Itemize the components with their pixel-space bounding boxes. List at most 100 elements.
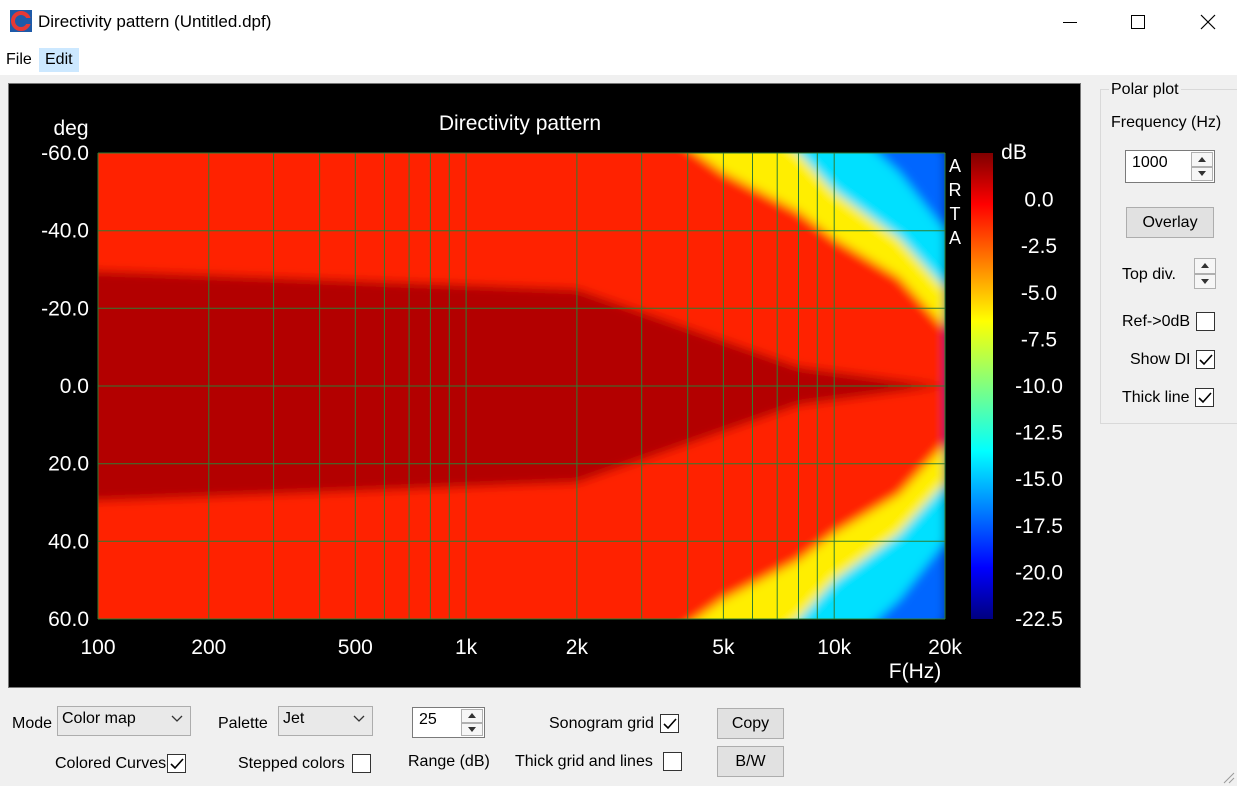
arrow-up-icon	[1201, 263, 1209, 269]
thick-grid-label: Thick grid and lines	[515, 753, 653, 770]
top-div-up-button[interactable]	[1194, 258, 1216, 274]
range-down-button[interactable]	[461, 722, 483, 736]
x-tick-label: 20k	[928, 636, 962, 659]
checkmark-icon	[169, 757, 184, 769]
checkmark-icon	[1197, 391, 1212, 403]
top-div-spinner[interactable]	[1194, 258, 1216, 289]
y-tick-label: 60.0	[48, 608, 89, 631]
checkmark-icon	[662, 717, 677, 729]
maximize-button[interactable]	[1103, 0, 1173, 44]
colored-curves-checkbox[interactable]	[167, 754, 186, 773]
grid-lines	[97, 152, 946, 620]
top-div-down-button[interactable]	[1194, 273, 1216, 289]
minimize-icon	[1063, 22, 1077, 23]
stepped-colors-checkbox[interactable]	[352, 754, 371, 773]
window-title: Directivity pattern (Untitled.dpf)	[38, 12, 272, 31]
y-tick-label: 20.0	[48, 453, 89, 476]
x-tick-label: 1k	[455, 636, 478, 659]
bw-button[interactable]: B/W	[717, 746, 784, 777]
axis-labels: 100 200 500 1k 2k 5k 10k 20k -60.0 -40.0 -20.0 0.0 2…	[41, 142, 962, 659]
maximize-icon	[1131, 15, 1145, 29]
colorbar-ticks: 0.0 -2.5 -5.0 -7.5 -10.0 -12.5 -15.0 -17.5 -20.0…	[1015, 189, 1063, 631]
checkmark-icon	[1198, 353, 1213, 365]
directivity-chart: 100 200 500 1k 2k 5k 10k 20k -60.0 -40.0 -20.0 0.0 2…	[41, 112, 1063, 683]
y-axis-label: deg	[53, 117, 88, 140]
frequency-spinner[interactable]: 1000	[1125, 150, 1215, 183]
polar-plot-label: Polar plot	[1109, 81, 1181, 99]
x-tick-label: 10k	[817, 636, 851, 659]
colored-curves-label: Colored Curves	[55, 755, 167, 772]
menu-edit[interactable]: Edit	[39, 48, 79, 72]
y-tick-label: -40.0	[41, 220, 89, 243]
arrow-down-icon	[468, 726, 476, 732]
ref-0db-checkbox[interactable]	[1196, 312, 1215, 331]
sonogram-grid-checkbox[interactable]	[660, 714, 679, 733]
mode-label: Mode	[12, 715, 53, 732]
palette-dropdown[interactable]: Jet	[278, 706, 373, 736]
frequency-up-button[interactable]	[1191, 152, 1213, 167]
arrow-down-icon	[1198, 171, 1206, 177]
chevron-down-icon	[171, 715, 183, 722]
x-tick-label: 2k	[566, 636, 589, 659]
y-tick-label: -60.0	[41, 142, 89, 165]
x-tick-label: 200	[191, 636, 226, 659]
arrow-up-icon	[468, 713, 476, 719]
thick-line-checkbox[interactable]	[1195, 388, 1214, 407]
chevron-down-icon	[353, 715, 365, 722]
x-tick-label: 5k	[712, 636, 735, 659]
ref-0db-label: Ref->0dB	[1122, 313, 1191, 330]
polar-plot-group: Polar plot Frequency (Hz) 1000 Overlay T…	[1100, 81, 1237, 424]
close-button[interactable]	[1173, 0, 1237, 44]
colorbar-tick-label: 0.0	[1024, 189, 1053, 212]
show-di-checkbox[interactable]	[1196, 350, 1215, 369]
colorbar	[971, 153, 993, 619]
title-bar: Directivity pattern (Untitled.dpf)	[0, 0, 1237, 44]
thick-grid-checkbox[interactable]	[663, 752, 682, 771]
mode-dropdown[interactable]: Color map	[57, 706, 191, 736]
minimize-button[interactable]	[1035, 0, 1105, 44]
palette-label: Palette	[218, 715, 268, 732]
colorbar-tick-label: -15.0	[1015, 468, 1063, 491]
menu-bar: File Edit	[0, 44, 1237, 75]
frequency-input[interactable]: 1000	[1132, 154, 1168, 171]
arrow-down-icon	[1201, 278, 1209, 284]
range-spinner[interactable]: 25	[412, 707, 485, 738]
resize-grip-icon[interactable]	[1223, 772, 1235, 784]
thick-line-label: Thick line	[1122, 389, 1190, 406]
copy-button[interactable]: Copy	[717, 708, 784, 739]
close-icon	[1200, 14, 1216, 30]
show-di-label: Show DI	[1130, 351, 1191, 368]
frequency-label: Frequency (Hz)	[1111, 114, 1222, 131]
colorbar-tick-label: -5.0	[1021, 282, 1057, 305]
range-label: Range (dB)	[408, 753, 490, 770]
arrow-up-icon	[1198, 156, 1206, 162]
palette-value: Jet	[283, 710, 305, 727]
range-up-button[interactable]	[461, 709, 483, 723]
colorbar-tick-label: -20.0	[1015, 561, 1063, 584]
colorbar-tick-label: -22.5	[1015, 608, 1063, 631]
colorbar-tick-label: -7.5	[1021, 328, 1057, 351]
chart-title: Directivity pattern	[439, 112, 601, 135]
top-div-label: Top div.	[1122, 266, 1176, 283]
mode-value: Color map	[62, 710, 136, 727]
x-axis-label: F(Hz)	[889, 660, 941, 683]
menu-file[interactable]: File	[6, 51, 32, 68]
colorbar-label: dB	[1001, 141, 1027, 164]
x-tick-label: 100	[80, 636, 115, 659]
stepped-colors-label: Stepped colors	[238, 755, 345, 772]
overlay-button[interactable]: Overlay	[1126, 207, 1214, 238]
arta-app-icon[interactable]	[10, 10, 32, 32]
y-tick-label: -20.0	[41, 297, 89, 320]
colorbar-tick-label: -12.5	[1015, 422, 1063, 445]
range-input[interactable]: 25	[419, 711, 437, 728]
sonogram-grid-label: Sonogram grid	[549, 715, 654, 732]
frequency-down-button[interactable]	[1191, 166, 1213, 181]
y-tick-label: 40.0	[48, 530, 89, 553]
colorbar-tick-label: -2.5	[1021, 235, 1057, 258]
colorbar-tick-label: -17.5	[1015, 515, 1063, 538]
colorbar-tick-label: -10.0	[1015, 375, 1063, 398]
x-tick-label: 500	[338, 636, 373, 659]
y-tick-label: 0.0	[60, 375, 89, 398]
directivity-plot: 100 200 500 1k 2k 5k 10k 20k -60.0 -40.0 -20.0 0.0 2…	[8, 83, 1081, 688]
